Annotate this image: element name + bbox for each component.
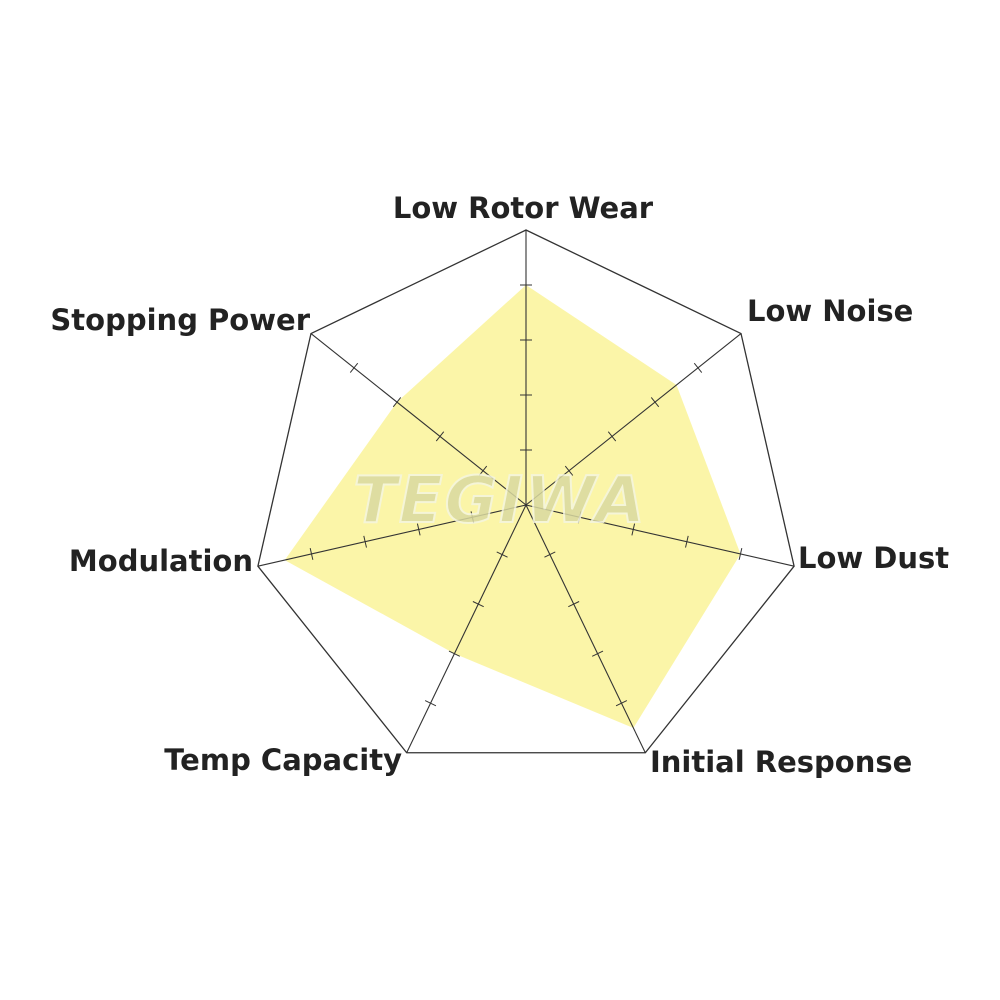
axis-label: Low Dust xyxy=(798,541,949,575)
axis-label: Low Noise xyxy=(747,294,913,328)
axis-tick xyxy=(631,523,636,536)
axis-label: Low Rotor Wear xyxy=(393,191,654,225)
axis-line xyxy=(257,504,527,567)
axis-tick xyxy=(685,535,689,548)
axis-line xyxy=(525,504,795,567)
axis-tick xyxy=(392,397,402,408)
axis-line xyxy=(525,333,742,506)
axis-label: Initial Response xyxy=(650,745,912,779)
axis-tick xyxy=(470,511,475,524)
axis-tick xyxy=(607,431,617,442)
axis-tick xyxy=(478,465,488,476)
axis-tick xyxy=(615,700,628,707)
axis-tick xyxy=(349,362,359,373)
axis-tick xyxy=(448,650,461,657)
axis-tick xyxy=(693,362,703,373)
axis-line xyxy=(525,504,646,754)
data-area xyxy=(284,285,741,728)
axis-tick xyxy=(650,397,660,408)
axis-label: Stopping Power xyxy=(50,303,310,337)
axis-tick xyxy=(591,650,604,657)
axis-tick xyxy=(544,551,556,558)
axis-tick xyxy=(564,465,574,476)
axis-tick xyxy=(738,547,743,560)
axis-tick xyxy=(577,511,582,524)
outer-frame xyxy=(257,229,795,754)
axis-tick xyxy=(363,535,367,548)
axis-line xyxy=(310,333,527,506)
axis-tick xyxy=(424,700,437,707)
axis-line xyxy=(406,504,527,754)
axis-label: Modulation xyxy=(69,544,253,578)
axis-tick xyxy=(472,601,484,608)
axis-tick xyxy=(568,601,580,608)
axis-tick xyxy=(496,551,508,558)
axis-tick xyxy=(416,523,421,536)
axis-tick xyxy=(309,547,314,560)
axis-label: Temp Capacity xyxy=(164,743,402,777)
axis-tick xyxy=(435,431,445,442)
watermark-logo: TEGIWA xyxy=(353,464,647,538)
